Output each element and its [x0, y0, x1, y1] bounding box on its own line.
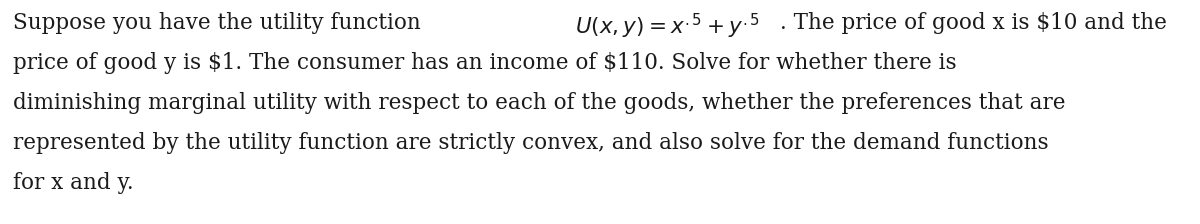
- Text: $U(x, y) = x^{.5} + y^{.5}$: $U(x, y) = x^{.5} + y^{.5}$: [575, 12, 760, 41]
- Text: price of good y is \$1. The consumer has an income of \$110. Solve for whether t: price of good y is \$1. The consumer has…: [13, 52, 956, 74]
- Text: for x and y.: for x and y.: [13, 172, 133, 194]
- Text: Suppose you have the utility function: Suppose you have the utility function: [13, 12, 427, 34]
- Text: represented by the utility function are strictly convex, and also solve for the : represented by the utility function are …: [13, 132, 1049, 154]
- Text: . The price of good x is $10 and the: . The price of good x is $10 and the: [780, 12, 1168, 34]
- Text: diminishing marginal utility with respect to each of the goods, whether the pref: diminishing marginal utility with respec…: [13, 92, 1066, 114]
